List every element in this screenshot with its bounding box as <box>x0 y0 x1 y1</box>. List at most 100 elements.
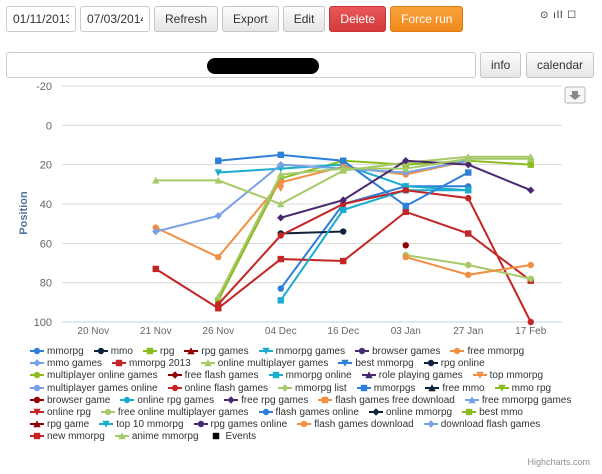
force-run-button[interactable]: Force run <box>390 6 464 32</box>
data-point <box>214 176 222 184</box>
series-line <box>217 159 531 301</box>
data-point <box>277 175 284 182</box>
export-button[interactable]: Export <box>222 6 279 32</box>
legend-item[interactable]: mmo <box>93 346 133 358</box>
legend-symbol-icon <box>472 372 487 380</box>
legend-label: top 10 mmorpg <box>116 419 184 431</box>
legend-symbol-icon <box>338 360 353 367</box>
y-tick-label: 20 <box>40 160 52 172</box>
legend-symbol-icon <box>200 359 215 367</box>
x-tick-label: 21 Nov <box>140 326 172 337</box>
legend-item[interactable]: browser game <box>30 395 110 407</box>
legend-item[interactable]: rpg game <box>30 419 89 431</box>
legend-item[interactable]: rpg games online <box>193 419 287 431</box>
data-point <box>277 185 285 192</box>
legend-item[interactable]: mmorpg list <box>278 383 347 395</box>
legend-item[interactable]: free mmo <box>425 383 485 395</box>
legend-label: online flash games <box>184 382 269 394</box>
legend-item[interactable]: Events <box>209 431 256 443</box>
series-line <box>279 189 469 301</box>
legend-item[interactable]: browser games <box>355 346 440 358</box>
end-date-input[interactable] <box>80 6 150 32</box>
legend-item[interactable]: online multiplayer games <box>200 358 328 370</box>
refresh-button[interactable]: Refresh <box>154 6 219 32</box>
legend-item[interactable]: role playing games <box>361 370 463 382</box>
legend-symbol-icon <box>93 347 108 355</box>
legend-item[interactable]: best mmorpg <box>338 358 414 370</box>
data-point <box>215 253 222 261</box>
legend-item[interactable]: free mmorpg games <box>464 395 571 407</box>
legend-item[interactable]: multiplayer games online <box>30 383 158 395</box>
data-point <box>214 212 222 220</box>
data-point <box>215 297 222 304</box>
highcharts-credit[interactable]: Highcharts.com <box>527 457 590 467</box>
legend-item[interactable]: mmorpgs <box>356 383 415 395</box>
legend-item[interactable]: best mmo <box>462 407 523 419</box>
download-icon[interactable] <box>564 86 586 104</box>
legend-label: mmo rpg <box>511 382 552 394</box>
legend-item[interactable]: mmorpg games <box>258 346 345 358</box>
legend-item[interactable]: top 10 mmorpg <box>99 419 184 431</box>
legend-symbol-icon <box>184 347 199 355</box>
legend-item[interactable]: online rpg <box>30 407 91 419</box>
legend-item[interactable]: flash games download <box>297 419 414 431</box>
legend-item[interactable]: mmorpg <box>30 346 84 358</box>
legend-label: free rpg games <box>241 394 309 406</box>
legend-label: mmorpg <box>47 346 84 357</box>
data-point <box>464 160 472 169</box>
data-point <box>402 242 409 249</box>
data-point <box>339 164 347 172</box>
y-tick-label: -20 <box>36 82 52 93</box>
series-browser-game <box>402 242 409 249</box>
legend-label: free online multiplayer games <box>117 407 249 419</box>
legend-item[interactable]: free flash games <box>167 370 259 382</box>
legend-item[interactable]: top mmorpg <box>472 370 543 382</box>
legend-item[interactable]: mmo rpg <box>494 382 552 395</box>
legend-item[interactable]: new mmorpg <box>30 431 105 443</box>
data-point <box>402 164 410 172</box>
edit-button[interactable]: Edit <box>282 6 326 32</box>
data-point <box>527 155 535 162</box>
legend-item[interactable]: flash games free download <box>318 395 455 407</box>
data-point <box>214 169 222 177</box>
legend-item[interactable]: online flash games <box>167 382 269 395</box>
legend-item[interactable]: rpg games <box>184 346 249 358</box>
data-point <box>152 227 160 236</box>
info-button[interactable]: info <box>480 52 522 78</box>
delete-button[interactable]: Delete <box>329 6 387 32</box>
legend-symbol-icon <box>30 408 44 416</box>
data-point <box>277 151 284 159</box>
data-point <box>340 200 347 208</box>
legend-symbol-icon <box>30 347 44 355</box>
data-point <box>402 253 409 261</box>
data-point <box>277 285 284 292</box>
legend-item[interactable]: rpg <box>142 346 174 358</box>
legend-item[interactable]: free mmorpg <box>450 346 524 358</box>
series-free-rpg-games <box>277 157 535 222</box>
legend-symbol-icon <box>114 432 129 440</box>
legend-label: rpg online <box>440 358 485 370</box>
legend-symbol-icon <box>268 372 283 379</box>
calendar-button[interactable]: calendar <box>526 52 595 78</box>
legend-symbol-icon <box>30 384 44 391</box>
legend-item[interactable]: anime mmorpg <box>114 431 199 443</box>
legend-item[interactable]: free online multiplayer games <box>100 407 249 419</box>
data-point <box>214 292 222 300</box>
legend-item[interactable]: download flash games <box>423 419 540 431</box>
legend-item[interactable]: mmorpg online <box>268 370 352 382</box>
legend-symbol-icon <box>368 408 383 416</box>
series-top-mmorpg <box>277 185 285 192</box>
y-tick-label: 0 <box>46 120 52 132</box>
legend-item[interactable]: flash games online <box>258 407 359 419</box>
legend-item[interactable]: rpg online <box>423 358 485 370</box>
legend-item[interactable]: mmo games <box>30 358 102 370</box>
legend-item[interactable]: mmorpg 2013 <box>112 358 191 370</box>
legend-item[interactable]: multiplayer online games <box>30 370 158 382</box>
legend-item[interactable]: free rpg games <box>224 395 308 407</box>
legend-item[interactable]: online rpg games <box>120 395 214 407</box>
legend-item[interactable]: online mmorpg <box>368 407 452 419</box>
start-date-input[interactable] <box>6 6 76 32</box>
data-point <box>340 206 347 214</box>
legend-label: free mmorpg <box>467 346 525 357</box>
series-line <box>280 230 344 235</box>
